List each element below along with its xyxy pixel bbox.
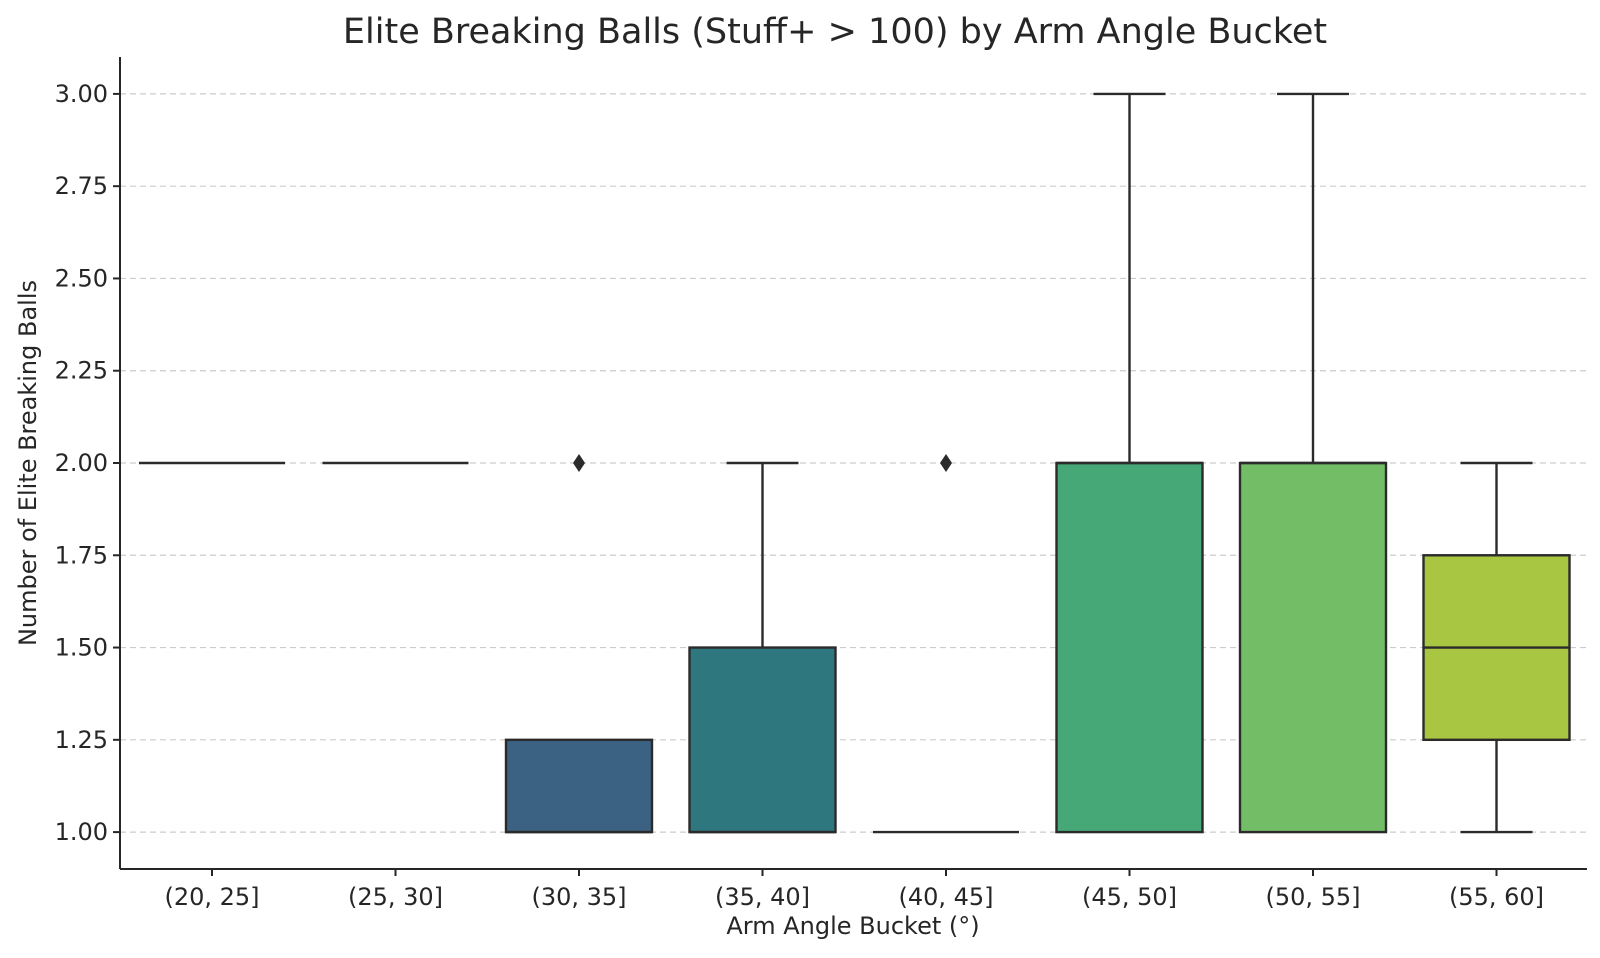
chart-title: Elite Breaking Balls (Stuff+ > 100) by A…: [343, 12, 1327, 52]
y-tick-label: 1.50: [55, 634, 108, 662]
y-tick-label: 3.00: [55, 80, 108, 108]
y-tick-label: 2.75: [55, 172, 108, 200]
y-axis-label: Number of Elite Breaking Balls: [14, 280, 42, 646]
box-group: [504, 454, 654, 834]
y-tick-label: 2.50: [55, 264, 108, 292]
x-tick-label: (30, 35]: [531, 883, 626, 911]
y-tick-label: 1.75: [55, 541, 108, 569]
box-group: [1422, 461, 1571, 834]
box-group: [1238, 92, 1388, 834]
y-tick-label: 2.25: [55, 357, 108, 385]
x-tick-label: (35, 40]: [715, 883, 810, 911]
box: [1055, 461, 1204, 834]
y-tick-label: 1.00: [55, 818, 108, 846]
box: [688, 646, 837, 834]
box: [1238, 461, 1388, 834]
box: [504, 738, 654, 834]
x-ticks: (20, 25] (25, 30] (30, 35] (35, 40] (40, 45]…: [164, 869, 1544, 911]
box-group: [688, 461, 837, 834]
y-tick-label: 1.25: [55, 726, 108, 754]
x-tick-label: (50, 55]: [1265, 883, 1360, 911]
y-ticks: 1.00 1.25 1.50 1.75 2.00 2.25 2.50 2.75 3.00: [55, 80, 120, 846]
y-tick-label: 2.00: [55, 449, 108, 477]
box-layer: [139, 92, 1571, 834]
x-tick-label: (20, 25]: [164, 883, 259, 911]
x-tick-label: (40, 45]: [898, 883, 993, 911]
outlier-point: [940, 454, 952, 472]
x-tick-label: (45, 50]: [1082, 883, 1177, 911]
box-group: [1055, 92, 1204, 834]
x-tick-label: (55, 60]: [1449, 883, 1544, 911]
box-group: [873, 454, 1019, 834]
x-tick-label: (25, 30]: [348, 883, 443, 911]
outlier-point: [573, 454, 585, 472]
x-axis-label: Arm Angle Bucket (°): [726, 912, 979, 940]
